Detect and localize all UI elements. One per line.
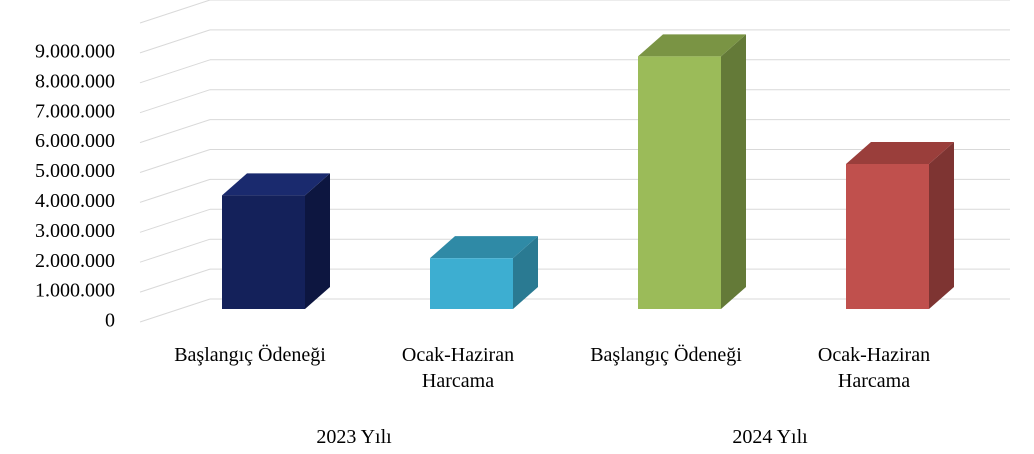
- bar: [222, 195, 305, 309]
- y-tick-label: 7.000.000: [35, 100, 115, 122]
- y-tick-label: 3.000.000: [35, 220, 115, 242]
- grid-line: [139, 268, 211, 293]
- grid-line: [139, 178, 211, 203]
- group-label: 2024 Yılı: [732, 426, 808, 448]
- x-tick-label: Ocak-Haziran Harcama: [401, 344, 515, 392]
- frame-line: [139, 0, 211, 24]
- bar-side: [305, 173, 330, 309]
- bar-side: [513, 236, 538, 309]
- bar-top: [222, 173, 330, 196]
- grid-line: [139, 298, 211, 323]
- y-tick-label: 8.000.000: [35, 70, 115, 92]
- bar: [638, 56, 721, 309]
- grid-line: [139, 119, 211, 144]
- grid-line: [139, 238, 211, 263]
- bar: [846, 163, 929, 309]
- y-tick-label: 9.000.000: [35, 40, 115, 62]
- bar-side: [929, 141, 954, 309]
- x-tick-label: Ocak-Haziran Harcama: [817, 344, 931, 392]
- group-label: 2023 Yılı: [316, 426, 392, 448]
- bar-side: [721, 34, 746, 309]
- x-tick-label: Başlangıç Ödeneği: [174, 344, 326, 366]
- grid-line: [139, 149, 211, 173]
- grid-line: [139, 29, 211, 54]
- y-tick-label: 1.000.000: [35, 280, 115, 302]
- bar-top: [430, 236, 538, 259]
- bar-top: [846, 141, 954, 164]
- x-tick-label: Başlangıç Ödeneği: [590, 344, 742, 366]
- bar-top: [638, 34, 746, 57]
- y-tick-label: 2.000.000: [35, 250, 115, 272]
- y-tick-label: 0: [105, 310, 115, 332]
- y-tick-label: 6.000.000: [35, 130, 115, 152]
- y-tick-label: 4.000.000: [35, 190, 115, 212]
- grid-line: [139, 208, 211, 233]
- y-tick-label: 5.000.000: [35, 160, 115, 182]
- grid-line: [139, 59, 211, 84]
- bar: [430, 258, 513, 309]
- grid-line: [139, 89, 211, 114]
